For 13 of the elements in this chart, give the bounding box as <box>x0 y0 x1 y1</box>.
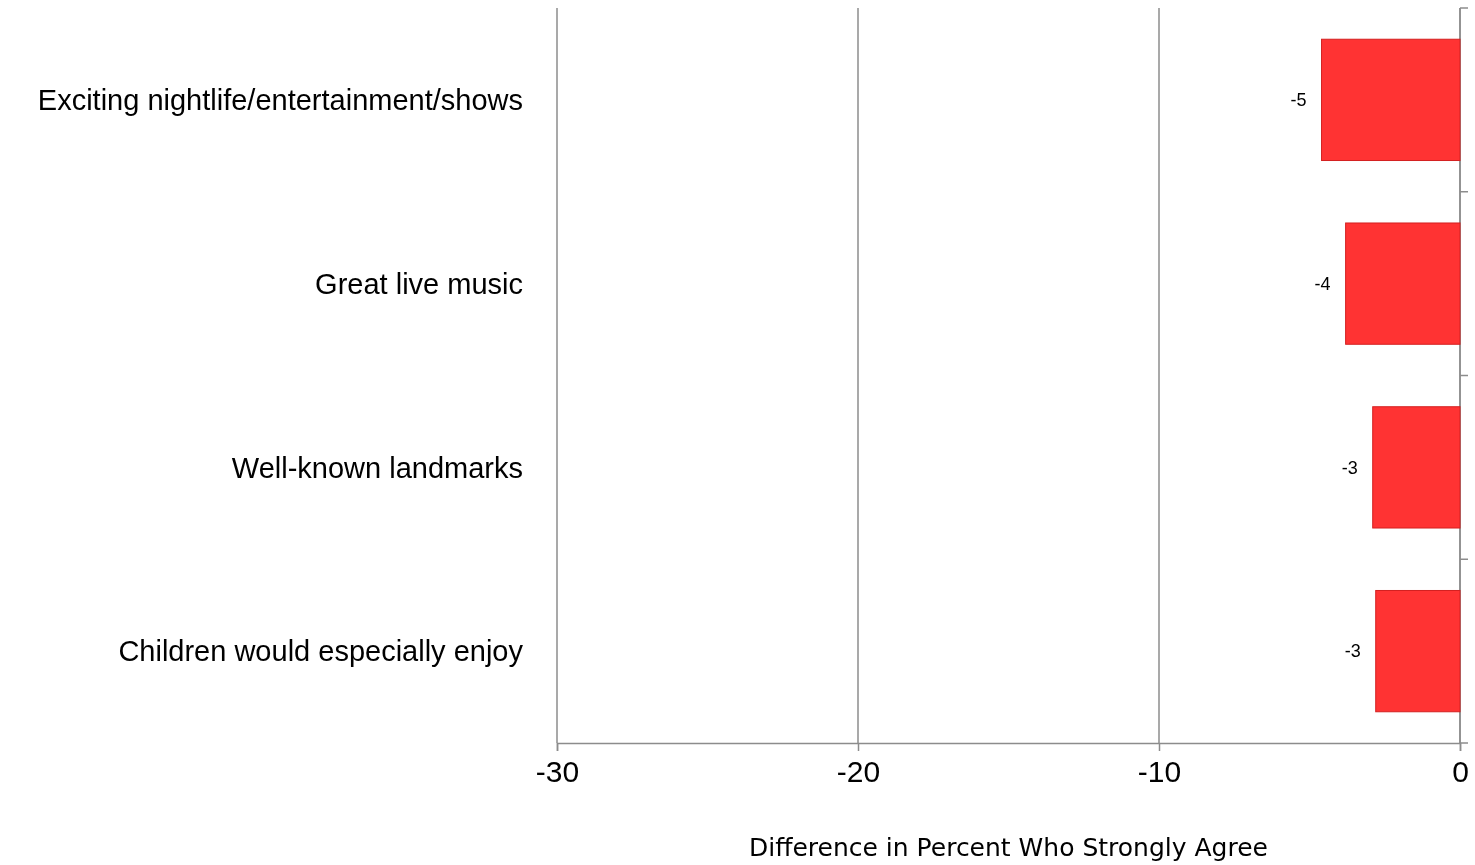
data-label: -3 <box>1341 457 1358 478</box>
y-tick-label: Great live music <box>315 267 523 300</box>
data-label: -5 <box>1290 90 1307 111</box>
x-tick-label: -30 <box>535 755 580 789</box>
data-label: -4 <box>1314 273 1331 294</box>
data-label: -3 <box>1344 641 1361 662</box>
y-tick-label: Children would especially enjoy <box>118 635 524 668</box>
y-tick-label: Exciting nightlife/entertainment/shows <box>37 84 523 117</box>
y-tick-label: Well-known landmarks <box>231 451 523 484</box>
x-axis-title: Difference in Percent Who Strongly Agree <box>749 833 1268 862</box>
x-tick-label: -20 <box>836 755 881 789</box>
x-tick-label: -10 <box>1137 755 1182 789</box>
x-tick-label: 0 <box>1452 755 1469 789</box>
